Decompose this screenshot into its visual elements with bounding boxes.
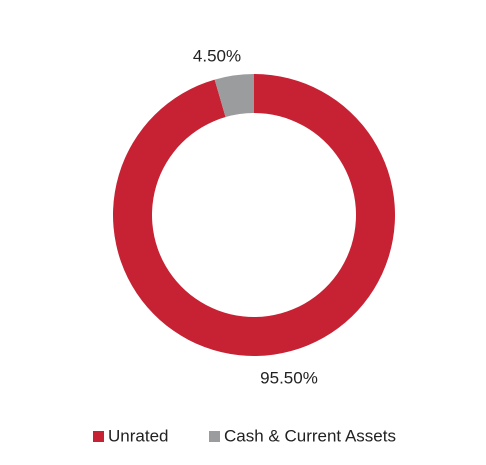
legend-swatch <box>209 431 220 442</box>
slice-label: 95.50% <box>260 368 318 387</box>
legend-swatch <box>93 431 104 442</box>
slice-label: 4.50% <box>193 46 241 65</box>
donut-slice <box>112 74 395 356</box>
donut-slice <box>214 74 254 118</box>
legend-label: Cash & Current Assets <box>224 426 396 445</box>
legend-label: Unrated <box>108 426 168 445</box>
